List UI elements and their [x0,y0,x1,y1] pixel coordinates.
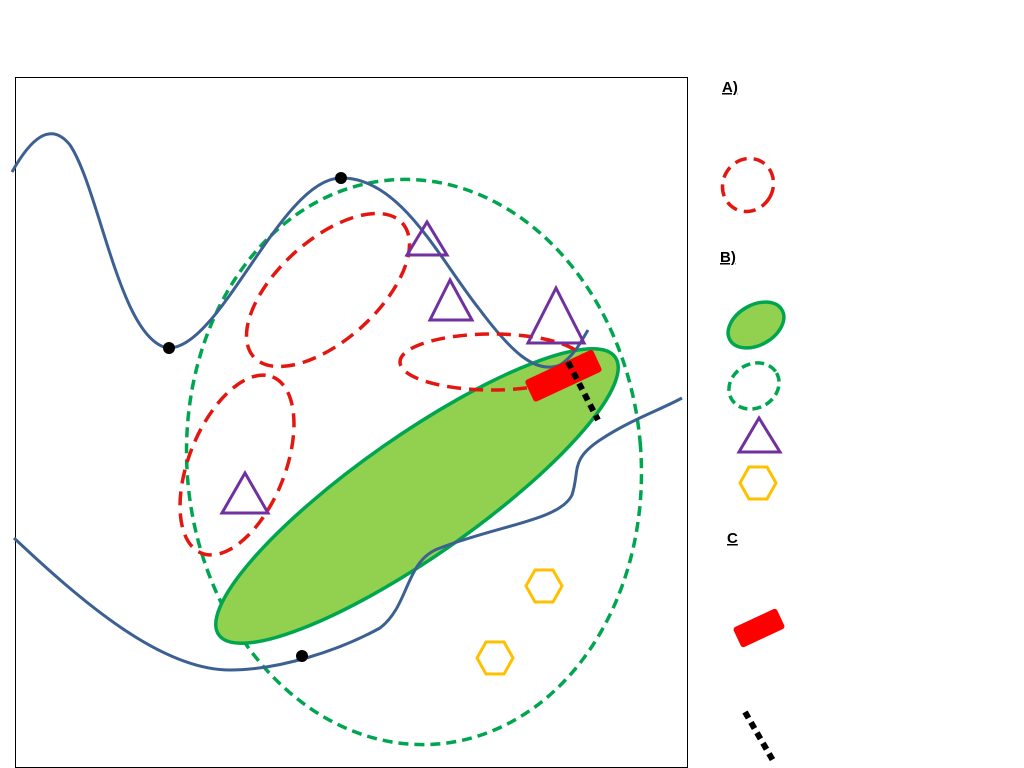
dot [335,172,347,184]
legend-hexagon [738,465,778,501]
dashed-ellipse-red [178,373,296,557]
dashed-ellipse-red [244,211,412,369]
triangles [219,219,587,515]
triangle [404,219,450,257]
red-block [525,350,602,402]
dashed-ellipse-green [184,177,644,747]
curve-lower [12,396,683,672]
dot [163,342,175,354]
triangle [219,469,271,515]
hexagon [524,568,564,604]
legend-triangle [736,415,783,454]
legend-green-dashed [727,361,781,411]
triangle [427,276,475,322]
legend-label: B) [720,249,736,266]
legend-red-block [733,608,785,648]
legend-green-filled [726,300,786,350]
legend-dotted-line [742,710,778,766]
curve-upper [10,132,590,369]
legend-label: A) [722,79,738,96]
triangle [525,284,587,345]
legend-label: C [727,530,738,547]
dot [296,650,308,662]
hexagon [475,640,515,676]
hexagons [475,568,564,676]
dotted-line [565,360,601,422]
legend-red-dashed [720,156,776,214]
